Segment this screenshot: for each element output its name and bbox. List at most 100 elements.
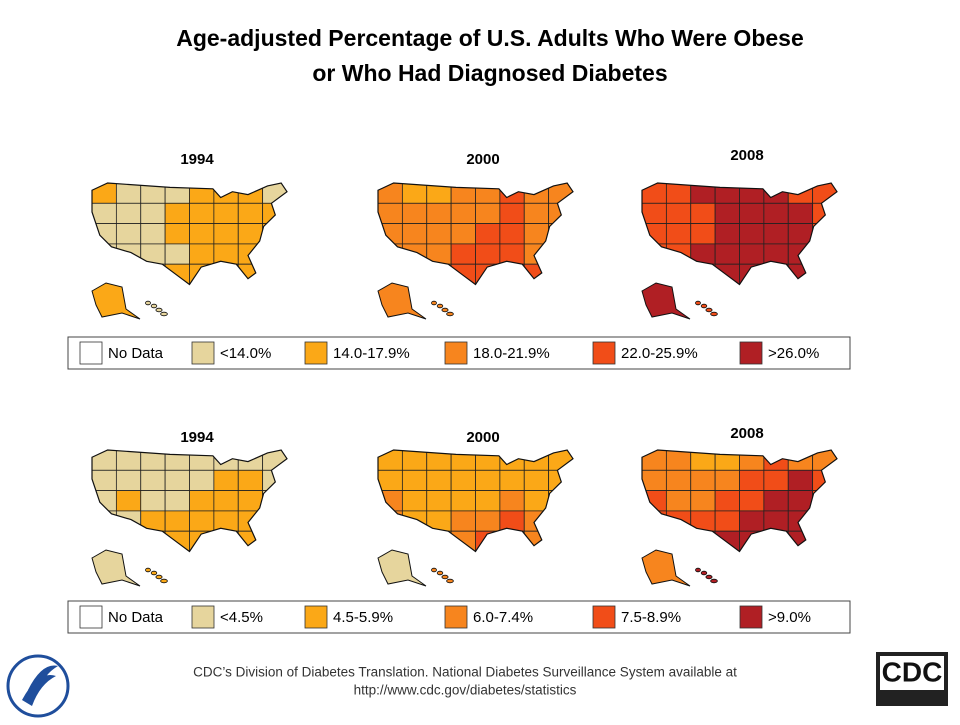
state-region	[499, 223, 525, 245]
legend-swatch	[304, 341, 328, 365]
state-region	[262, 223, 287, 245]
hawaii	[160, 578, 168, 584]
state-region	[499, 490, 525, 512]
hawaii	[436, 303, 444, 309]
state-region	[237, 469, 264, 491]
state-region	[426, 243, 452, 265]
state-region	[812, 243, 837, 265]
state-region	[378, 263, 403, 285]
state-region	[189, 183, 215, 204]
state-region	[739, 243, 765, 265]
state-region	[140, 490, 166, 512]
state-region	[262, 263, 287, 285]
state-region	[401, 490, 428, 512]
state-region	[115, 263, 142, 285]
state-region	[739, 469, 765, 491]
state-region	[189, 202, 215, 225]
hawaii	[155, 307, 163, 313]
state-region	[475, 469, 501, 491]
state-region	[115, 243, 142, 265]
state-region	[523, 469, 550, 491]
state-region	[140, 223, 166, 245]
state-region	[378, 202, 403, 225]
hawaii	[431, 567, 437, 573]
legend-swatch	[592, 605, 616, 629]
state-region	[378, 530, 403, 552]
state-region	[499, 263, 525, 285]
legend-label: 22.0-25.9%	[621, 345, 698, 362]
state-region	[763, 243, 789, 265]
footer-line: CDC’s Division of Diabetes Translation. …	[193, 665, 737, 680]
state-region	[690, 223, 716, 245]
alaska	[91, 549, 141, 587]
state-region	[642, 263, 667, 285]
state-region	[401, 183, 428, 204]
us-outline	[641, 449, 838, 553]
state-region	[237, 263, 264, 285]
state-region	[189, 450, 215, 471]
state-region	[140, 243, 166, 265]
state-region	[140, 510, 166, 532]
state-region	[475, 510, 501, 532]
hawaii	[150, 570, 158, 576]
state-region	[164, 469, 190, 491]
state-region	[450, 223, 476, 245]
hawaii	[710, 311, 718, 317]
state-region	[475, 202, 501, 225]
state-region	[739, 510, 765, 532]
state-region	[787, 223, 814, 245]
state-region	[665, 510, 692, 532]
hawaii	[446, 578, 454, 584]
state-region	[739, 450, 765, 471]
state-region	[642, 469, 667, 491]
hawaii	[710, 578, 718, 584]
state-region	[812, 263, 837, 285]
legend-swatch	[739, 341, 763, 365]
alaska	[377, 549, 427, 587]
hawaii	[431, 300, 437, 306]
legend-label: 14.0-17.9%	[333, 345, 410, 362]
state-region	[690, 510, 716, 532]
hawaii	[160, 311, 168, 317]
state-region	[426, 223, 452, 245]
state-region	[213, 263, 239, 285]
state-region	[92, 202, 117, 225]
state-region	[523, 530, 550, 552]
legend-label: No Data	[108, 609, 164, 626]
state-region	[237, 202, 264, 225]
state-region	[237, 490, 264, 512]
state-region	[189, 490, 215, 512]
legend-label: No Data	[108, 345, 164, 362]
state-region	[189, 223, 215, 245]
state-region	[787, 202, 814, 225]
state-region	[426, 490, 452, 512]
state-region	[690, 202, 716, 225]
state-region	[475, 243, 501, 265]
state-region	[714, 183, 740, 204]
state-region	[213, 202, 239, 225]
state-region	[92, 530, 117, 552]
state-region	[92, 223, 117, 245]
map-year: 2008	[730, 147, 763, 164]
state-region	[378, 223, 403, 245]
hawaii	[155, 574, 163, 580]
legend-label: 4.5-5.9%	[333, 609, 393, 626]
state-region	[378, 490, 403, 512]
state-region	[787, 263, 814, 285]
state-region	[92, 450, 117, 471]
state-region	[714, 469, 740, 491]
state-region	[665, 530, 692, 552]
state-region	[690, 263, 716, 285]
state-region	[450, 202, 476, 225]
alaska	[641, 282, 691, 320]
map-year: 1994	[180, 151, 214, 168]
state-region	[450, 243, 476, 265]
state-region	[523, 263, 550, 285]
state-region	[426, 530, 452, 552]
legend-swatch	[191, 605, 215, 629]
state-region	[213, 510, 239, 532]
us-outline	[377, 182, 574, 286]
alaska	[377, 282, 427, 320]
state-region	[739, 490, 765, 512]
